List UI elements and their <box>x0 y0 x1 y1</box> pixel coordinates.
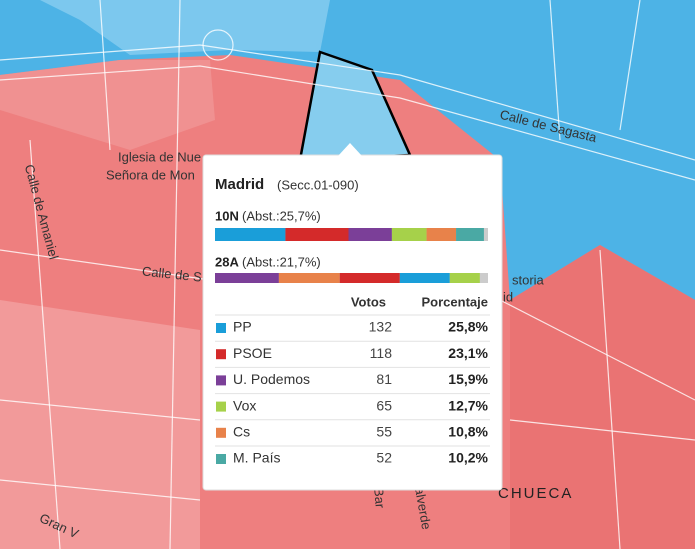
party-swatch <box>216 323 226 333</box>
tooltip-subtitle: (Secc.01-090) <box>277 177 359 192</box>
map-label: Señora de Mon <box>106 167 195 182</box>
party-name: M. País <box>233 450 280 466</box>
party-name: U. Podemos <box>233 371 310 387</box>
votes: 132 <box>369 319 393 335</box>
bar-segment <box>339 273 400 283</box>
map-label: storia <box>512 272 545 287</box>
percent: 12,7% <box>448 397 488 413</box>
blue-area <box>0 0 695 300</box>
bar-segment <box>399 273 450 283</box>
map-label: id <box>503 289 513 304</box>
votes: 81 <box>376 371 392 387</box>
light-blue-area <box>40 0 330 55</box>
percent: 25,8% <box>448 319 488 335</box>
bar-segment <box>426 228 457 241</box>
abstention: (Abst.:25,7%) <box>242 208 321 223</box>
party-name: Cs <box>233 424 250 440</box>
bar-segment <box>456 228 484 241</box>
party-swatch <box>216 427 226 438</box>
tooltip-title: Madrid <box>215 176 264 193</box>
bar-segment <box>278 273 340 283</box>
bar-segment <box>285 228 349 241</box>
red-area <box>0 300 200 549</box>
header-percent: Porcentaje <box>422 294 488 309</box>
votes: 52 <box>376 450 392 466</box>
percent: 10,8% <box>448 424 488 440</box>
election-label: 28A <box>215 254 239 269</box>
map-label: Calle de S <box>141 263 203 284</box>
abstention: (Abst.:21,7%) <box>242 254 321 269</box>
map-label: Iglesia de Nue <box>118 149 201 164</box>
party-name: PSOE <box>233 345 272 361</box>
bar-segment <box>215 228 286 241</box>
percent: 23,1% <box>448 345 488 361</box>
bar-segment <box>391 228 427 241</box>
party-swatch <box>216 375 226 386</box>
bar-segment <box>215 273 279 283</box>
bar-segment <box>348 228 392 241</box>
header-votes: Votos <box>351 294 386 309</box>
percent: 10,2% <box>448 450 488 466</box>
percent: 15,9% <box>448 371 488 387</box>
election-label: 10N <box>215 208 239 223</box>
party-swatch <box>216 349 226 360</box>
votes: 118 <box>370 345 393 361</box>
party-name: Vox <box>233 397 256 413</box>
party-swatch <box>216 401 226 412</box>
party-name: PP <box>233 319 252 335</box>
red-area <box>510 245 695 549</box>
tooltip-pointer <box>338 143 362 156</box>
votes: 55 <box>376 424 392 440</box>
map-label: CHUECA <box>498 485 573 502</box>
party-swatch <box>216 454 226 464</box>
bar-segment <box>449 273 480 283</box>
votes: 65 <box>376 397 392 413</box>
